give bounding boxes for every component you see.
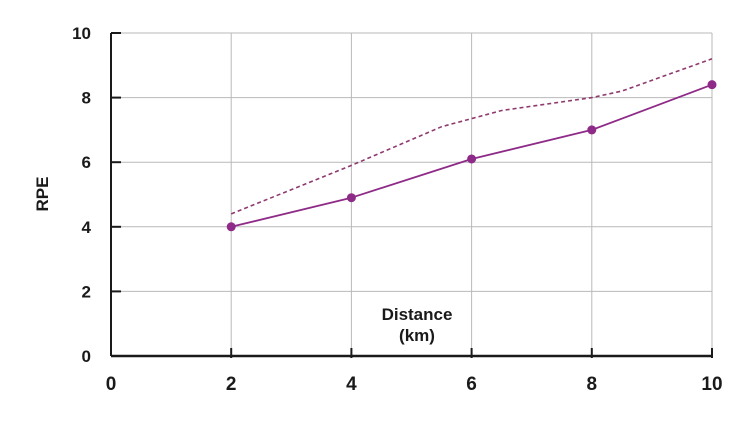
x-tick-label: 4 — [346, 374, 357, 395]
y-tick-label: 2 — [82, 282, 91, 301]
data-point — [467, 154, 477, 164]
data-point — [226, 222, 236, 232]
grid — [111, 32, 713, 356]
y-tick-label: 8 — [82, 89, 91, 108]
y-axis-label: RPE — [33, 177, 52, 212]
data-point — [587, 125, 597, 135]
tick-labels: 0 2 4 6 8 10 0 2 4 6 8 10 — [72, 24, 722, 395]
x-tick-label: 6 — [466, 374, 477, 395]
data-point — [707, 80, 717, 90]
axes — [110, 32, 713, 358]
x-tick-label: 8 — [587, 374, 598, 395]
x-tick-label: 10 — [701, 374, 722, 395]
x-axis-label-line: (km) — [399, 326, 435, 345]
x-tick-label: 0 — [106, 374, 117, 395]
y-tick-label: 6 — [82, 153, 91, 172]
y-tick-label: 0 — [82, 347, 91, 366]
x-tick-label: 2 — [226, 374, 237, 395]
x-axis-label: Distance (km) — [382, 305, 453, 345]
y-tick-label: 4 — [82, 218, 92, 237]
series — [226, 58, 717, 232]
y-tick-label: 10 — [72, 24, 91, 43]
data-point — [346, 193, 356, 203]
series-line-dashed — [230, 58, 713, 215]
x-axis-label-line: Distance — [382, 305, 453, 324]
